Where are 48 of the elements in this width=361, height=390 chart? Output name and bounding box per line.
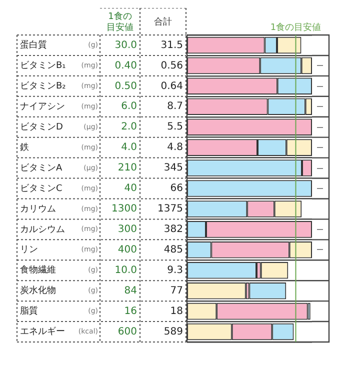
y-tick-label: カリウム [20,204,56,214]
text: 30.0 [114,40,137,51]
text: 300 [118,224,137,236]
y-tick-label: ビタミンD [20,121,63,132]
text: 66 [170,183,183,194]
y-tick-label: 脂質 [20,306,38,317]
y-tick-label: エネルギー [20,326,65,338]
y-tick-label: ビタミンB₁ [20,60,66,72]
text: 40 [124,183,137,194]
text: 8.7 [167,101,183,112]
text: 9.3 [167,264,183,276]
y-tick-label: 炭水化物 [20,285,56,296]
y-tick-label: ビタミンA [20,162,63,174]
text: 600 [118,326,137,338]
text: 345 [164,162,183,174]
y-tick-label: ナイアシン [20,102,65,112]
text: 77 [170,285,183,296]
text: 210 [118,162,137,174]
y-tick-label: リン [20,245,38,256]
y-tick-label: ビタミンC [20,182,62,194]
text: 0.50 [114,80,137,92]
text: 31.5 [160,40,183,51]
text: 382 [164,224,183,236]
text: 485 [164,244,183,256]
text: 1食の目安値 [106,10,134,33]
text: 6.0 [121,101,137,112]
text: 1300 [112,204,137,215]
text: 84 [124,285,137,296]
text: 1375 [158,204,183,215]
text: 10.0 [114,264,137,276]
text: 0.56 [160,60,183,72]
text: 18 [170,306,183,317]
y-tick-label: 蛋白質 [20,40,47,51]
y-tick-label: ビタミンB₂ [20,80,66,92]
text: 4.0 [121,142,137,154]
y-tick-label: 食物繊維 [20,264,56,276]
y-tick-label: カルシウム [20,224,65,235]
text: 2.0 [121,122,137,133]
text: 0.64 [160,80,183,92]
text: 400 [118,244,137,256]
text: 4.8 [167,142,183,154]
text: 0.40 [114,60,137,72]
y-tick-label: 鉄 [20,142,29,153]
text: 5.5 [167,122,183,133]
text: 合計 [154,16,172,28]
text: 16 [124,306,137,317]
ref-line-label: 1食の目安値 [270,22,322,33]
text: 589 [164,326,183,338]
